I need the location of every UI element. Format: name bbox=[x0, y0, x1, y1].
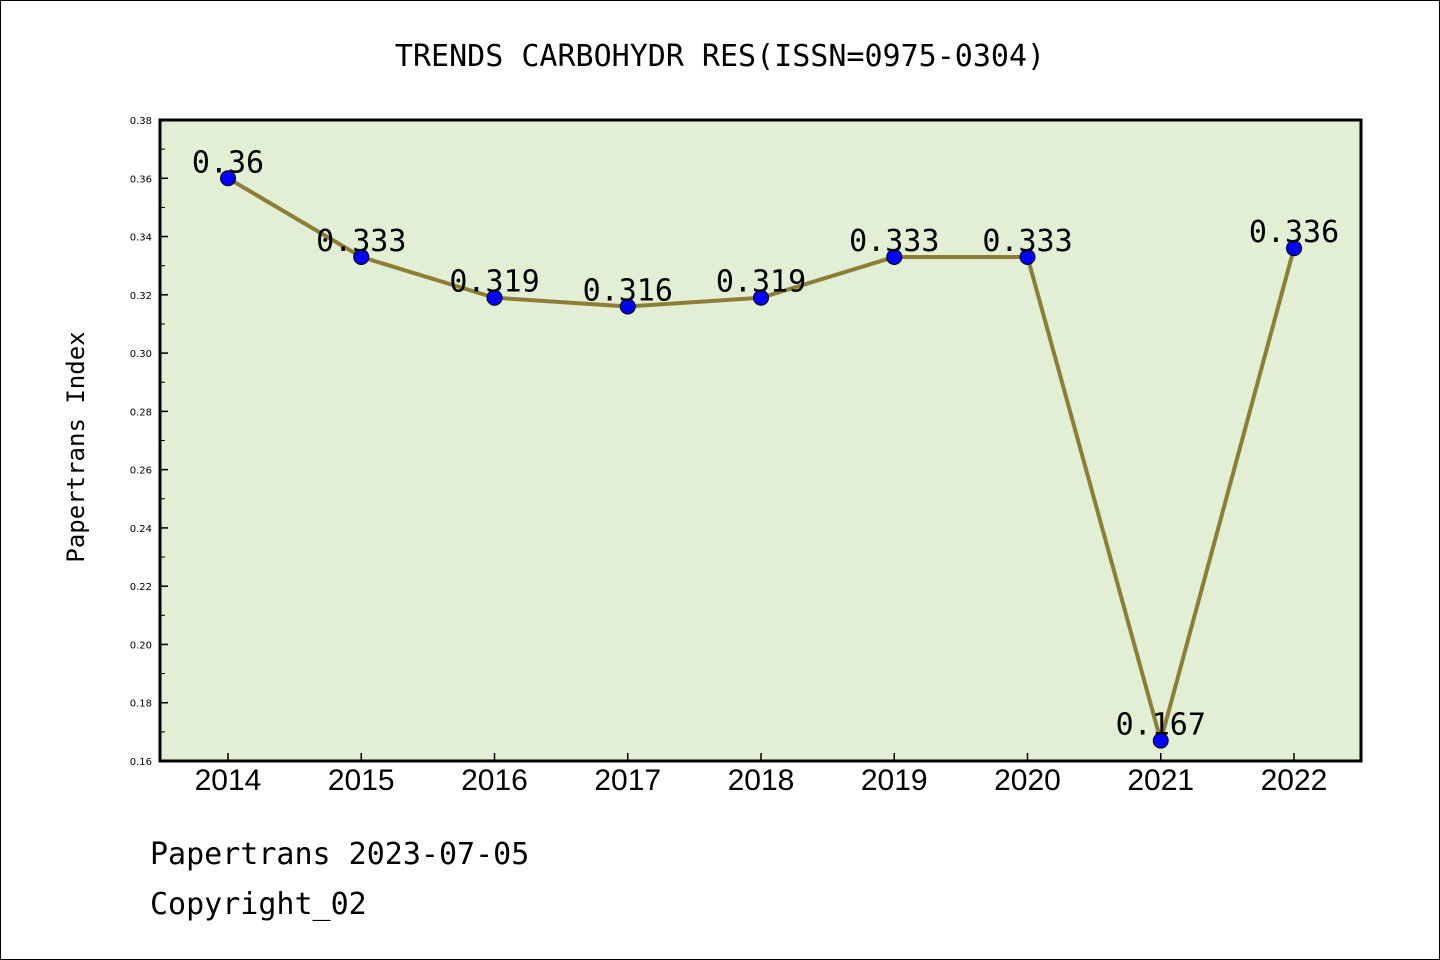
data-point bbox=[1286, 240, 1302, 257]
data-label: 0.336 bbox=[1249, 215, 1339, 250]
x-tick-label: 2016 bbox=[461, 764, 528, 797]
y-tick-label: 0.36 bbox=[130, 174, 152, 185]
data-point bbox=[753, 289, 769, 306]
y-tick-label: 0.22 bbox=[130, 582, 152, 593]
series-layer: 0.36 0.333 0.319 0.316 0.319 0.333 0.333 0.167 0… bbox=[192, 145, 1339, 749]
data-point bbox=[486, 289, 503, 306]
x-axis-ticks: 2014 2015 2016 2017 2018 2019 2020 2021 2022 bbox=[195, 753, 1328, 797]
y-tick-label: 0.18 bbox=[130, 699, 152, 710]
data-point bbox=[220, 170, 236, 187]
y-tick-label: 0.32 bbox=[130, 291, 152, 302]
y-axis-label: Papertrans Index bbox=[62, 331, 90, 562]
data-point bbox=[886, 248, 903, 265]
x-tick-label: 2015 bbox=[328, 764, 395, 797]
y-tick-label: 0.30 bbox=[130, 349, 152, 360]
data-label: 0.333 bbox=[849, 224, 939, 259]
footer-copyright: Copyright_02 bbox=[150, 887, 367, 922]
y-tick-label: 0.26 bbox=[130, 466, 152, 477]
x-tick-label: 2022 bbox=[1261, 764, 1328, 797]
x-tick-label: 2021 bbox=[1127, 764, 1194, 797]
data-point bbox=[353, 248, 370, 265]
y-tick-label: 0.28 bbox=[130, 407, 152, 418]
plot-area bbox=[160, 120, 1361, 761]
data-label: 0.319 bbox=[449, 265, 539, 300]
data-label: 0.333 bbox=[982, 224, 1072, 259]
data-label: 0.167 bbox=[1116, 708, 1206, 743]
plot-border bbox=[158, 118, 1363, 763]
data-label: 0.36 bbox=[192, 145, 264, 180]
y-tick-label: 0.38 bbox=[130, 116, 152, 127]
data-point bbox=[1019, 248, 1036, 265]
data-label: 0.316 bbox=[583, 273, 673, 308]
y-tick-label: 0.20 bbox=[130, 640, 152, 651]
data-label: 0.333 bbox=[316, 224, 406, 259]
footer-date: Papertrans 2023-07-05 bbox=[150, 837, 529, 872]
data-point bbox=[619, 298, 636, 315]
x-tick-label: 2014 bbox=[195, 764, 262, 797]
y-tick-label: 0.34 bbox=[130, 233, 152, 244]
y-tick-label: 0.16 bbox=[130, 757, 152, 768]
chart-title: TRENDS CARBOHYDR RES(ISSN=0975-0304) bbox=[395, 39, 1045, 74]
y-tick-label: 0.24 bbox=[130, 524, 152, 535]
x-tick-label: 2018 bbox=[728, 764, 795, 797]
x-tick-label: 2019 bbox=[861, 764, 928, 797]
data-label: 0.319 bbox=[716, 265, 806, 300]
data-point bbox=[1152, 732, 1169, 749]
x-tick-label: 2017 bbox=[594, 764, 661, 797]
x-tick-label: 2020 bbox=[994, 764, 1061, 797]
